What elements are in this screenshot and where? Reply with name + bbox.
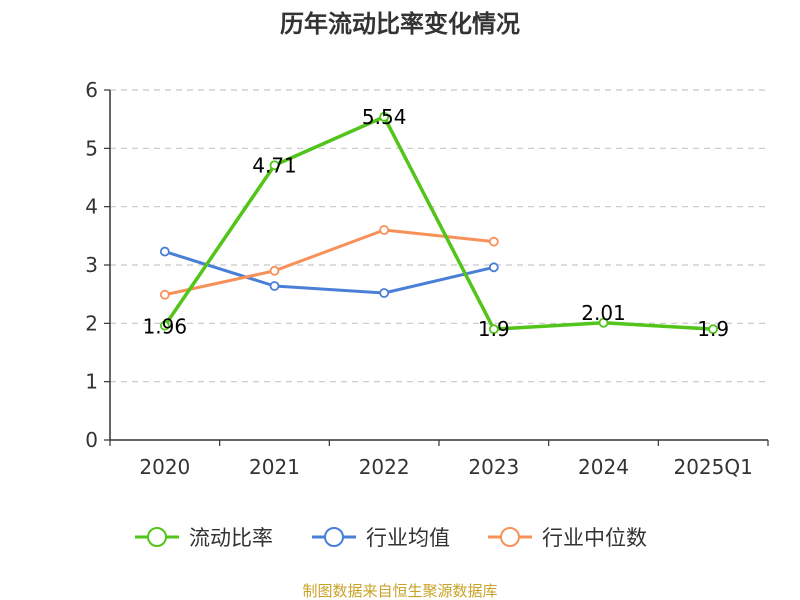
data-label: 5.54 [362, 105, 407, 129]
legend-label[interactable]: 流动比率 [189, 526, 273, 550]
data-point [269, 281, 280, 291]
legend-label[interactable]: 行业均值 [366, 526, 450, 550]
data-label: 1.9 [478, 317, 510, 341]
y-tick-label: 5 [85, 136, 98, 160]
y-tick-label: 4 [85, 195, 98, 219]
x-tick-label: 2025Q1 [673, 455, 752, 479]
data-point [488, 324, 499, 335]
data-point [269, 265, 280, 276]
data-label: 4.71 [252, 153, 297, 177]
data-point [488, 262, 499, 273]
axes: 0 1 2 3 4 5 6 2020 2021 2022 2023 2024 2025Q1 [85, 78, 769, 479]
data-label: 2.01 [581, 301, 626, 325]
x-tick-label: 2021 [249, 455, 300, 479]
data-point [159, 246, 170, 257]
legend-swatch-marker[interactable] [500, 527, 520, 547]
series-line-2 [164, 228, 494, 297]
data-label: 1.96 [143, 315, 188, 339]
legend-label[interactable]: 行业中位数 [542, 526, 647, 550]
y-tick-label: 3 [85, 253, 98, 277]
y-tick-label: 2 [85, 311, 98, 335]
data-point [379, 288, 390, 298]
chart-title: 历年流动比率变化情况 [280, 10, 520, 38]
series-line-0 [163, 115, 714, 331]
legend-swatch-marker[interactable] [324, 527, 344, 547]
data-point [598, 317, 609, 328]
data-labels: 1.96 4.71 5.54 1.9 2.01 1.9 [143, 105, 730, 341]
data-point [379, 225, 390, 235]
y-tick-label: 6 [85, 78, 98, 102]
x-tick-label: 2022 [359, 455, 410, 479]
series-line-1 [164, 250, 495, 295]
data-point [379, 111, 390, 122]
x-tick-label: 2020 [139, 455, 190, 479]
legend[interactable]: 流动比率 行业均值 行业中位数 [135, 526, 647, 550]
y-tick-label: 1 [85, 370, 98, 394]
data-source-note: 制图数据来自恒生聚源数据库 [302, 582, 497, 600]
series-lines [159, 111, 719, 335]
data-point [269, 160, 280, 171]
data-label: 1.9 [697, 317, 729, 341]
x-tick-label: 2023 [468, 455, 519, 479]
data-point [708, 324, 719, 335]
y-tick-label: 0 [85, 428, 98, 452]
x-tick-label: 2024 [578, 455, 629, 479]
data-point [159, 320, 170, 331]
data-point [488, 236, 499, 247]
data-point [159, 289, 170, 300]
legend-swatch-marker[interactable] [147, 527, 167, 547]
